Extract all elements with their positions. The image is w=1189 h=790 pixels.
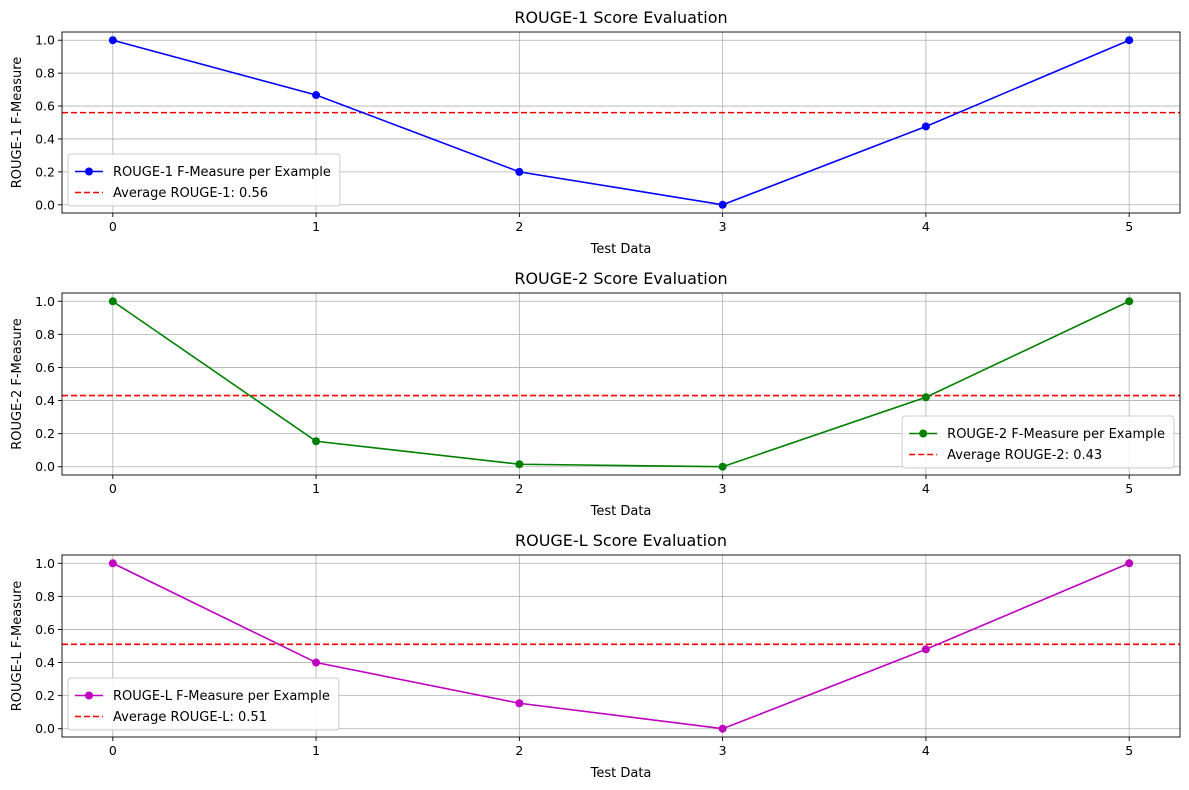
data-point — [108, 559, 117, 568]
x-tick-label: 2 — [515, 481, 523, 496]
y-tick-label: 0.2 — [35, 426, 55, 441]
y-tick-label: 1.0 — [35, 33, 55, 48]
x-tick-label: 3 — [719, 743, 727, 758]
data-point — [515, 167, 524, 176]
legend-series-label: ROUGE-2 F-Measure per Example — [947, 427, 1165, 442]
legend: ROUGE-2 F-Measure per Example Average ROU… — [901, 415, 1175, 469]
legend-average-label: Average ROUGE-2: 0.43 — [947, 448, 1102, 463]
data-point — [1125, 297, 1134, 306]
data-point — [718, 724, 727, 733]
data-point — [515, 699, 524, 708]
y-tick-label: 0.2 — [35, 164, 55, 179]
data-point — [921, 122, 930, 131]
legend-series-label: ROUGE-1 F-Measure per Example — [113, 165, 331, 180]
chart-panel-2: 0 1 2 3 4 5 0.0 0.2 0.4 0.6 0.8 1.0 ROUGE-2 Score Ev… — [10, 269, 1181, 519]
legend-series-marker — [919, 429, 928, 438]
y-tick-label: 0.4 — [35, 393, 55, 408]
data-point — [108, 297, 117, 306]
legend-average-label: Average ROUGE-1: 0.56 — [113, 186, 268, 201]
y-tick-label: 0.0 — [35, 197, 55, 212]
y-tick-label: 1.0 — [35, 556, 55, 571]
legend-series-marker — [85, 167, 93, 176]
axes-frame — [61, 292, 1181, 476]
x-tick-label: 3 — [719, 219, 727, 234]
x-tick-label: 4 — [922, 481, 930, 496]
data-point — [108, 36, 117, 45]
y-tick-label: 0.6 — [35, 99, 55, 114]
y-tick-label: 1.0 — [35, 294, 55, 309]
x-tick-label: 5 — [1125, 481, 1133, 496]
axes-frame — [61, 31, 1181, 214]
y-tick-label: 0.0 — [35, 459, 55, 474]
y-tick-label: 0.8 — [35, 589, 55, 604]
chart-panel-3: 0 1 2 3 4 5 0.0 0.2 0.4 0.6 0.8 1.0 ROUGE-L Score Ev… — [10, 531, 1181, 781]
data-point — [312, 658, 321, 667]
chart-panel-1: 0 1 2 3 4 5 0.0 0.2 0.4 0.6 0.8 1.0 ROUGE-1 Score Ev… — [10, 8, 1181, 257]
legend-box — [67, 153, 341, 207]
x-tick-label: 3 — [719, 481, 727, 496]
x-tick-label: 1 — [312, 743, 320, 758]
x-tick-label: 4 — [922, 219, 930, 234]
legend-box — [901, 415, 1175, 469]
y-tick-label: 0.6 — [35, 622, 55, 637]
data-point — [515, 460, 524, 469]
y-tick-label: 0.6 — [35, 360, 55, 375]
x-tick-label: 0 — [109, 743, 117, 758]
legend-box — [67, 677, 340, 731]
legend-series-marker — [85, 691, 93, 700]
x-tick-label: 0 — [109, 219, 117, 234]
data-point — [921, 645, 930, 654]
x-tick-label: 5 — [1125, 219, 1133, 234]
x-tick-label: 1 — [312, 481, 320, 496]
y-tick-label: 0.8 — [35, 66, 55, 81]
series-line — [112, 39, 1130, 206]
y-tick-label: 0.4 — [35, 655, 55, 670]
x-axis-label: Test Data — [590, 766, 652, 781]
series-line — [112, 300, 1130, 468]
x-tick-label: 2 — [515, 743, 523, 758]
data-point — [921, 393, 930, 402]
x-tick-label: 1 — [312, 219, 320, 234]
x-tick-label: 2 — [515, 219, 523, 234]
y-axis-label: ROUGE-L F-Measure — [10, 581, 25, 712]
data-point — [312, 91, 321, 100]
legend-average-label: Average ROUGE-L: 0.51 — [113, 710, 267, 725]
data-point — [1125, 36, 1134, 45]
y-axis-label: ROUGE-1 F-Measure — [10, 57, 25, 189]
axes-frame — [61, 554, 1181, 738]
data-point — [718, 200, 727, 209]
y-axis-label: ROUGE-2 F-Measure — [10, 318, 25, 450]
legend: ROUGE-L F-Measure per Example Average ROU… — [67, 677, 340, 731]
data-point — [718, 462, 727, 471]
x-tick-label: 0 — [109, 481, 117, 496]
chart-title: ROUGE-L Score Evaluation — [515, 531, 727, 550]
y-tick-label: 0.2 — [35, 688, 55, 703]
x-axis-label: Test Data — [590, 504, 652, 519]
x-axis-label: Test Data — [590, 242, 652, 257]
legend: ROUGE-1 F-Measure per Example Average ROU… — [67, 153, 341, 207]
y-tick-label: 0.8 — [35, 327, 55, 342]
chart-title: ROUGE-2 Score Evaluation — [514, 269, 727, 288]
legend-series-label: ROUGE-L F-Measure per Example — [113, 689, 330, 704]
x-tick-label: 5 — [1125, 743, 1133, 758]
y-tick-label: 0.0 — [35, 721, 55, 736]
y-tick-label: 0.4 — [35, 131, 55, 146]
series-line — [112, 562, 1130, 730]
x-tick-label: 4 — [922, 743, 930, 758]
data-point — [312, 437, 321, 446]
data-point — [1125, 559, 1134, 568]
chart-title: ROUGE-1 Score Evaluation — [514, 8, 727, 27]
